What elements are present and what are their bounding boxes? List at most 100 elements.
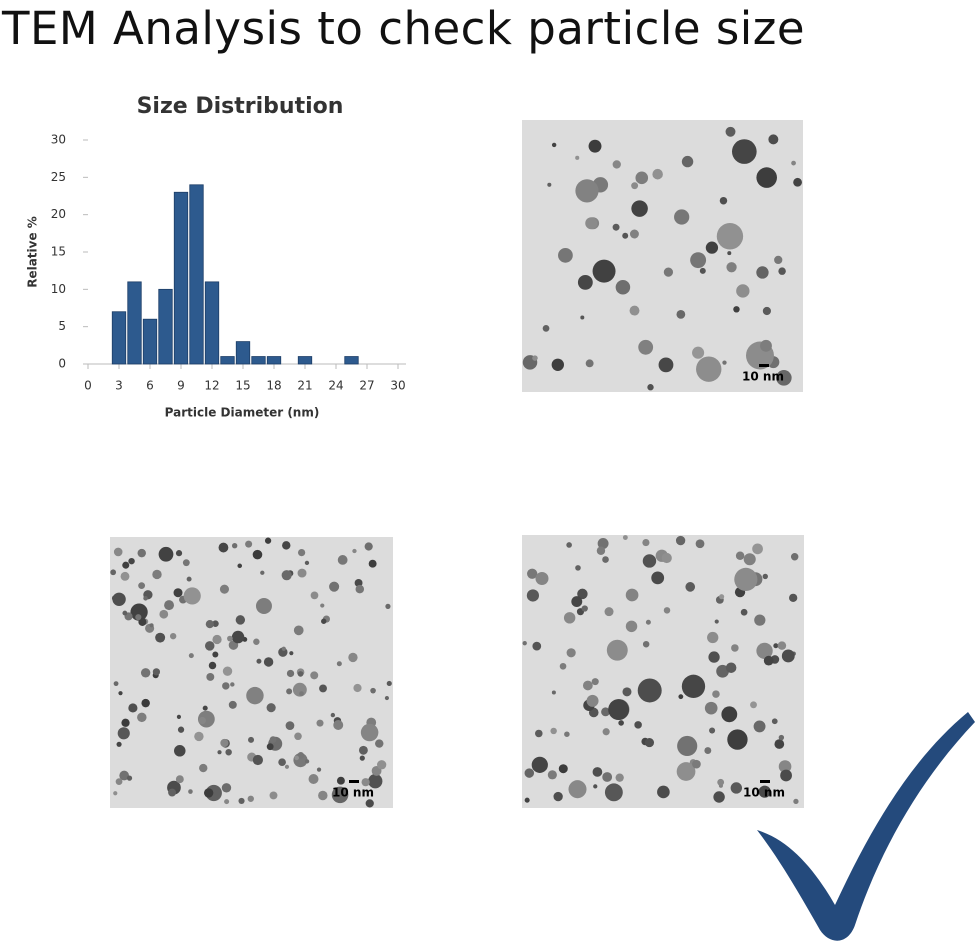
- particle: [642, 539, 650, 547]
- particle: [182, 559, 190, 567]
- particle: [222, 682, 230, 690]
- particle: [532, 355, 538, 361]
- particle: [294, 755, 299, 761]
- particle: [721, 706, 738, 723]
- particle: [622, 535, 628, 540]
- particle: [577, 588, 588, 600]
- particle: [602, 556, 609, 563]
- particle: [248, 736, 255, 743]
- particle: [622, 232, 629, 239]
- particle: [297, 549, 306, 557]
- particle: [289, 651, 294, 656]
- particle: [113, 547, 123, 557]
- particle: [652, 168, 663, 180]
- particle: [237, 563, 242, 568]
- particle: [550, 727, 557, 735]
- particle: [386, 680, 392, 687]
- particle: [524, 797, 530, 803]
- particle: [385, 603, 391, 609]
- particle: [149, 623, 154, 628]
- particle: [790, 553, 799, 561]
- particle: [551, 690, 556, 695]
- particle: [625, 620, 638, 633]
- particle: [219, 584, 230, 594]
- particle: [186, 576, 192, 582]
- particle: [736, 284, 750, 298]
- x-axis-label: Particle Diameter (nm): [165, 406, 320, 420]
- x-tick-label: 0: [84, 379, 92, 393]
- bar: [204, 281, 220, 365]
- particle: [717, 778, 725, 786]
- tem-image: 10 nm: [110, 537, 393, 808]
- particle: [159, 609, 169, 619]
- particle: [174, 745, 186, 757]
- particle: [522, 640, 527, 646]
- particle: [253, 638, 260, 645]
- particle: [188, 653, 194, 659]
- particle: [581, 605, 588, 612]
- x-tick-label: 15: [235, 379, 250, 393]
- particle: [551, 358, 564, 371]
- scale-label: 10 nm: [742, 370, 784, 384]
- particle: [774, 255, 783, 265]
- particle: [731, 644, 739, 652]
- particle: [547, 770, 557, 780]
- particle: [137, 712, 147, 723]
- particle: [175, 550, 183, 557]
- particle: [183, 587, 201, 605]
- particle: [321, 618, 327, 624]
- particle: [224, 799, 230, 805]
- particle: [663, 607, 671, 614]
- particle: [756, 167, 777, 188]
- particle: [674, 209, 690, 225]
- particle: [661, 552, 672, 564]
- particle: [559, 662, 567, 670]
- particle: [681, 674, 706, 699]
- particle: [585, 359, 594, 368]
- particle: [709, 727, 716, 734]
- particle: [777, 641, 787, 650]
- particle: [558, 247, 573, 263]
- particle: [175, 775, 184, 784]
- y-tick-label: 25: [51, 170, 66, 184]
- particle: [762, 573, 768, 580]
- particle: [278, 758, 286, 767]
- particle: [284, 764, 290, 769]
- particle: [678, 694, 684, 700]
- particle: [264, 537, 272, 544]
- particle: [117, 727, 130, 740]
- page-title: TEM Analysis to check particle size: [2, 2, 806, 55]
- particle: [359, 755, 365, 761]
- particle: [368, 559, 377, 568]
- particle: [231, 543, 238, 549]
- particle: [602, 728, 610, 736]
- particle: [526, 589, 540, 602]
- particle: [120, 571, 130, 581]
- y-tick-label: 30: [51, 133, 66, 147]
- bar: [173, 191, 189, 365]
- particle: [535, 729, 543, 738]
- particle: [231, 630, 245, 644]
- particle: [122, 561, 130, 569]
- particle: [361, 778, 370, 787]
- particle: [370, 687, 376, 694]
- particle: [202, 705, 208, 711]
- particle: [336, 661, 342, 667]
- particle: [238, 797, 245, 805]
- particle: [726, 262, 737, 273]
- particle: [658, 357, 674, 373]
- particle: [716, 223, 744, 250]
- particle: [524, 768, 535, 778]
- particle: [365, 799, 374, 808]
- particle: [575, 179, 599, 203]
- chart-title: Size Distribution: [137, 94, 344, 119]
- particle: [780, 769, 792, 782]
- particle: [353, 683, 362, 693]
- particle: [260, 570, 265, 575]
- particle: [355, 584, 365, 594]
- particle: [563, 612, 576, 624]
- particle: [308, 773, 319, 784]
- particle: [553, 791, 563, 802]
- particle: [591, 678, 599, 686]
